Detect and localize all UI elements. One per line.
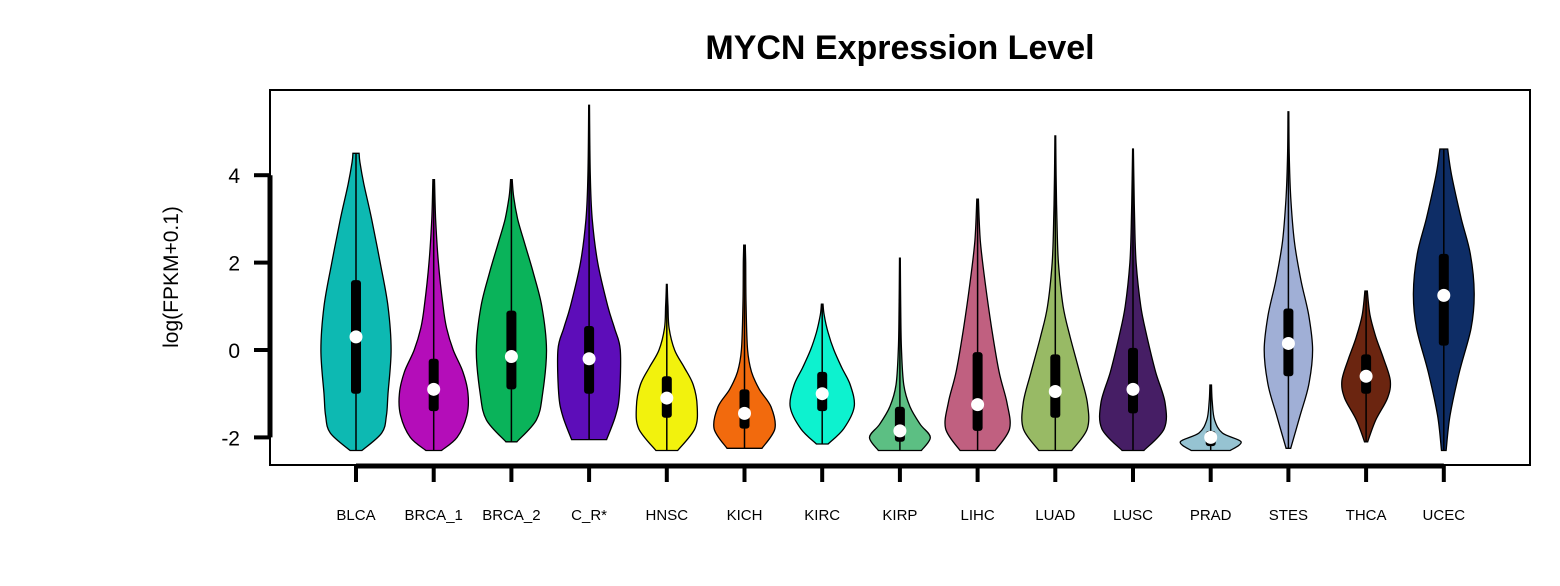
violin-lihc bbox=[944, 198, 1011, 452]
y-axis: -2 0 2 4 bbox=[221, 165, 273, 450]
x-tick-label: HNSC bbox=[646, 507, 689, 524]
y-tick-label: 0 bbox=[228, 340, 240, 363]
violin-median-point bbox=[893, 424, 907, 438]
violin-median-point bbox=[1126, 382, 1140, 396]
violin-median-point bbox=[1359, 369, 1373, 383]
violin-c-r- bbox=[556, 104, 622, 441]
x-tick-label: KICH bbox=[727, 507, 763, 524]
x-tick-label: KIRC bbox=[804, 507, 840, 524]
violin-median-point bbox=[1281, 336, 1295, 350]
violin-kich bbox=[713, 244, 776, 449]
x-tick-label: UCEC bbox=[1423, 507, 1466, 524]
violin-brca-2 bbox=[475, 178, 548, 443]
violin-blca bbox=[320, 152, 392, 452]
violin-median-point bbox=[660, 391, 674, 405]
x-tick-label: C_R* bbox=[571, 507, 607, 524]
violin-prad bbox=[1179, 384, 1242, 452]
violin-stes bbox=[1263, 111, 1314, 449]
x-axis: BLCA BRCA_1 BRCA_2 C_R* HNSC KICH KIRC KIRP LIHC… bbox=[336, 463, 1466, 524]
y-tick-label: -2 bbox=[221, 427, 240, 450]
violin-median-point bbox=[1048, 385, 1062, 399]
x-tick-label: KIRP bbox=[882, 507, 917, 524]
violin-iqr-box bbox=[506, 310, 517, 390]
violin-brca-1 bbox=[398, 178, 470, 452]
violin-median-point bbox=[504, 350, 518, 364]
violin-ucec bbox=[1412, 148, 1475, 452]
x-tick-label: LUSC bbox=[1113, 507, 1153, 524]
violin-kirc bbox=[789, 303, 856, 445]
violin-median-point bbox=[582, 352, 596, 366]
violin-median-point bbox=[349, 330, 363, 344]
violin-median-point bbox=[815, 387, 829, 401]
violin-median-point bbox=[427, 382, 441, 396]
violin-iqr-box bbox=[972, 352, 983, 431]
x-tick-label: STES bbox=[1269, 507, 1308, 524]
violin-thca bbox=[1341, 290, 1392, 443]
violin-hnsc bbox=[635, 283, 699, 452]
x-tick-label: LUAD bbox=[1035, 507, 1075, 524]
violins bbox=[320, 104, 1475, 452]
chart-title: MYCN Expression Level bbox=[705, 29, 1094, 67]
y-tick-label: 4 bbox=[228, 165, 240, 188]
violin-lusc bbox=[1098, 148, 1168, 452]
x-tick-label: BLCA bbox=[336, 507, 375, 524]
violin-median-point bbox=[1204, 430, 1218, 444]
x-tick-label: BRCA_1 bbox=[405, 507, 463, 524]
violin-kirp bbox=[868, 257, 931, 452]
violin-median-point bbox=[738, 406, 751, 420]
x-tick-label: BRCA_2 bbox=[482, 507, 540, 524]
violin-median-point bbox=[971, 398, 985, 412]
x-tick-label: PRAD bbox=[1190, 507, 1232, 524]
violin-iqr-box bbox=[1128, 347, 1138, 414]
violin-luad bbox=[1021, 135, 1090, 452]
y-tick-label: 2 bbox=[228, 253, 240, 276]
x-tick-label: LIHC bbox=[961, 507, 995, 524]
x-tick-label: THCA bbox=[1346, 507, 1387, 524]
y-axis-label: log(FPKM+0.1) bbox=[160, 206, 183, 348]
violin-median-point bbox=[1437, 288, 1451, 302]
